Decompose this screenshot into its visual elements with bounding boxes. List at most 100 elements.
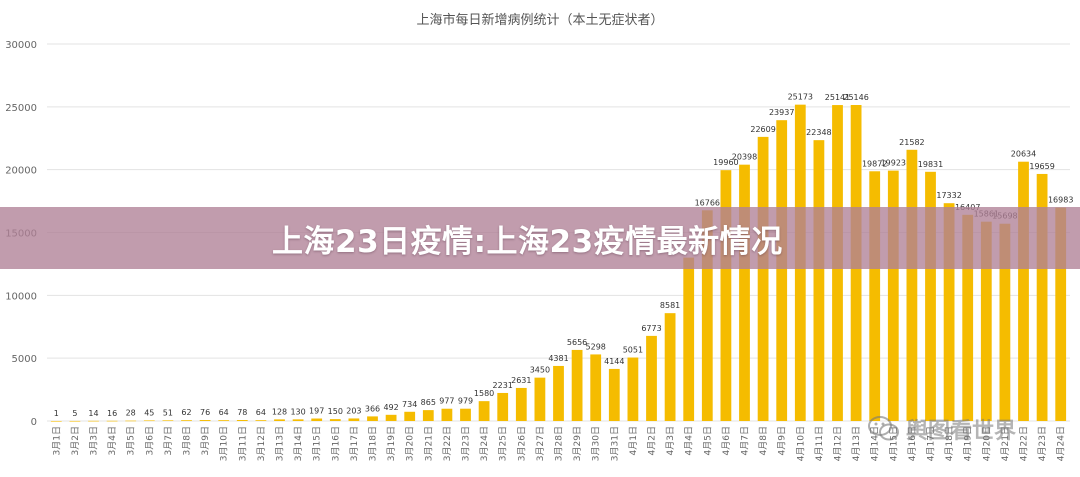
- x-tick-label: 3月20日: [405, 426, 416, 461]
- bar: [125, 420, 137, 422]
- x-tick-label: 3月3日: [89, 426, 100, 455]
- x-tick-label: 3月30日: [591, 426, 602, 461]
- bar: [943, 203, 955, 421]
- data-label: 64: [219, 408, 229, 417]
- x-tick-label: 3月19日: [386, 426, 397, 461]
- x-tick-label: 4月24日: [1056, 426, 1067, 461]
- data-label: 1: [54, 409, 59, 418]
- bar: [720, 170, 732, 421]
- bar: [757, 136, 769, 421]
- x-tick-label: 4月10日: [795, 426, 806, 461]
- data-label: 16: [107, 409, 117, 418]
- data-label: 4381: [548, 354, 568, 363]
- bar: [69, 420, 81, 422]
- watermark: 舆图看世界: [868, 412, 1016, 446]
- data-label: 23937: [769, 108, 794, 117]
- bar: [906, 149, 918, 421]
- y-tick-label: 30000: [5, 40, 37, 51]
- x-tick-label: 4月3日: [665, 426, 676, 455]
- bar: [664, 313, 676, 421]
- x-tick-label: 3月11日: [237, 426, 248, 461]
- bar: [106, 420, 118, 422]
- data-label: 150: [328, 407, 343, 416]
- data-label: 203: [346, 406, 361, 415]
- y-tick-label: 5000: [12, 354, 37, 365]
- x-tick-label: 4月5日: [702, 426, 713, 455]
- x-tick-label: 3月14日: [293, 426, 304, 461]
- x-tick-label: 4月15日: [888, 426, 899, 461]
- data-label: 5298: [586, 342, 606, 351]
- x-tick-label: 3月31日: [609, 426, 620, 461]
- x-tick-label: 3月27日: [535, 426, 546, 461]
- x-tick-label: 4月2日: [647, 426, 658, 455]
- bar: [739, 164, 750, 421]
- data-label: 14: [88, 409, 98, 418]
- x-tick-label: 3月10日: [219, 426, 230, 461]
- x-tick-label: 4月11日: [814, 426, 825, 461]
- data-label: 865: [421, 398, 436, 407]
- data-label: 22348: [806, 128, 831, 137]
- bar: [608, 368, 620, 421]
- data-label: 4144: [604, 357, 624, 366]
- chart-title: 上海市每日新增病例统计（本土无症状者）: [416, 12, 663, 28]
- data-label: 78: [237, 408, 247, 417]
- data-label: 21582: [899, 138, 924, 147]
- data-label: 19923: [881, 159, 906, 168]
- data-label: 25141: [825, 93, 850, 102]
- data-label: 128: [272, 407, 287, 416]
- x-tick-label: 4月18日: [944, 426, 955, 461]
- bar: [646, 335, 657, 421]
- data-label: 76: [200, 408, 210, 417]
- bar: [497, 392, 509, 421]
- bar: [199, 420, 211, 421]
- data-label: 366: [365, 404, 380, 413]
- wechat-icon: [868, 415, 900, 443]
- x-tick-label: 3月29日: [572, 426, 583, 461]
- x-tick-label: 4月12日: [833, 426, 844, 461]
- bar: [478, 401, 490, 421]
- data-label: 20634: [1011, 150, 1036, 159]
- data-label: 25173: [788, 93, 813, 102]
- bar: [776, 120, 788, 421]
- x-tick-label: 3月6日: [144, 426, 155, 455]
- x-tick-label: 4月1日: [628, 426, 639, 455]
- data-label: 19960: [713, 158, 738, 167]
- bar: [385, 414, 397, 421]
- x-tick-label: 3月26日: [516, 426, 527, 461]
- data-label: 51: [163, 408, 173, 417]
- data-label: 2231: [493, 381, 513, 390]
- bar: [571, 349, 583, 421]
- x-tick-label: 4月16日: [907, 426, 918, 461]
- y-tick-label: 0: [31, 417, 37, 428]
- bar: [1018, 161, 1029, 421]
- bar: [311, 418, 323, 421]
- data-label: 16983: [1048, 196, 1073, 205]
- bar: [404, 411, 416, 421]
- y-tick-label: 20000: [5, 166, 37, 177]
- x-tick-label: 3月16日: [330, 426, 341, 461]
- bar: [534, 377, 546, 421]
- data-label: 20398: [732, 153, 757, 162]
- bar: [701, 210, 713, 421]
- bar: [887, 170, 899, 421]
- x-tick-label: 4月22日: [1019, 426, 1030, 461]
- data-label: 5: [72, 409, 77, 418]
- bar: [925, 171, 936, 421]
- x-tick-label: 3月21日: [423, 426, 434, 461]
- x-tick-label: 4月17日: [926, 426, 937, 461]
- x-tick-label: 3月12日: [256, 426, 267, 461]
- watermark-text: 舆图看世界: [906, 419, 1017, 444]
- data-label: 492: [383, 403, 398, 412]
- x-tick-label: 3月8日: [182, 426, 193, 455]
- x-tick-label: 3月4日: [107, 426, 118, 455]
- x-tick-label: 3月9日: [200, 426, 211, 455]
- data-label: 977: [439, 397, 454, 406]
- bar: [181, 420, 192, 421]
- bar: [292, 419, 304, 421]
- data-label: 45: [144, 408, 154, 417]
- x-tick-label: 3月25日: [498, 426, 509, 461]
- x-tick-label: 3月22日: [442, 426, 453, 461]
- x-tick-label: 4月4日: [684, 426, 695, 455]
- x-tick-label: 3月18日: [368, 426, 379, 461]
- x-tick-label: 4月14日: [870, 426, 881, 461]
